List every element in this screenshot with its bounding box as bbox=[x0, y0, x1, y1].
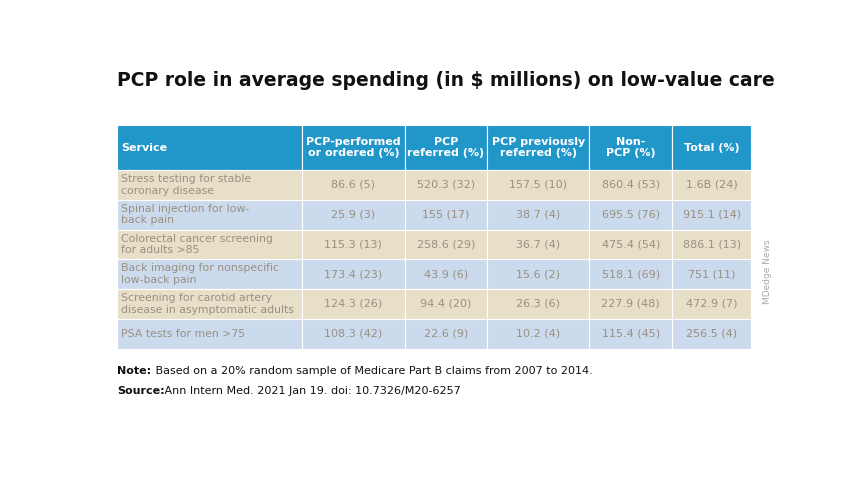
Text: 25.9 (3): 25.9 (3) bbox=[331, 210, 376, 220]
Bar bbox=[404, 229, 487, 259]
Bar bbox=[589, 170, 672, 200]
Bar bbox=[487, 125, 589, 170]
Text: PCP-performed
or ordered (%): PCP-performed or ordered (%) bbox=[306, 137, 401, 158]
Bar bbox=[404, 200, 487, 229]
Text: Note:: Note: bbox=[118, 366, 151, 376]
Bar bbox=[404, 170, 487, 200]
Text: Total (%): Total (%) bbox=[683, 143, 740, 153]
Bar bbox=[302, 200, 404, 229]
Bar bbox=[672, 319, 752, 348]
Text: 124.3 (26): 124.3 (26) bbox=[324, 299, 383, 309]
Text: 43.9 (6): 43.9 (6) bbox=[423, 269, 468, 279]
Text: 886.1 (13): 886.1 (13) bbox=[683, 240, 740, 250]
Text: 15.6 (2): 15.6 (2) bbox=[517, 269, 560, 279]
Text: 173.4 (23): 173.4 (23) bbox=[324, 269, 383, 279]
Bar bbox=[589, 319, 672, 348]
Text: 475.4 (54): 475.4 (54) bbox=[601, 240, 660, 250]
Bar bbox=[672, 125, 752, 170]
Text: PCP previously
referred (%): PCP previously referred (%) bbox=[492, 137, 585, 158]
Bar bbox=[118, 200, 302, 229]
Bar bbox=[118, 170, 302, 200]
Text: Non-
PCP (%): Non- PCP (%) bbox=[606, 137, 656, 158]
Text: Service: Service bbox=[121, 143, 168, 153]
Bar bbox=[672, 229, 752, 259]
Bar bbox=[672, 200, 752, 229]
Bar bbox=[487, 229, 589, 259]
Bar bbox=[487, 200, 589, 229]
Text: Based on a 20% random sample of Medicare Part B claims from 2007 to 2014.: Based on a 20% random sample of Medicare… bbox=[152, 366, 593, 376]
Text: 227.9 (48): 227.9 (48) bbox=[601, 299, 660, 309]
Text: 472.9 (7): 472.9 (7) bbox=[686, 299, 737, 309]
Text: Stress testing for stable
coronary disease: Stress testing for stable coronary disea… bbox=[121, 174, 251, 196]
Text: Colorectal cancer screening
for adults >85: Colorectal cancer screening for adults >… bbox=[121, 234, 273, 255]
Bar bbox=[118, 289, 302, 319]
Bar bbox=[672, 170, 752, 200]
Bar bbox=[589, 289, 672, 319]
Bar bbox=[589, 125, 672, 170]
Text: 115.4 (45): 115.4 (45) bbox=[601, 329, 660, 339]
Text: PSA tests for men >75: PSA tests for men >75 bbox=[121, 329, 245, 339]
Bar bbox=[672, 259, 752, 289]
Text: 695.5 (76): 695.5 (76) bbox=[601, 210, 660, 220]
Text: 751 (11): 751 (11) bbox=[688, 269, 735, 279]
Bar bbox=[487, 319, 589, 348]
Text: Ann Intern Med. 2021 Jan 19. doi: 10.7326/M20-6257: Ann Intern Med. 2021 Jan 19. doi: 10.732… bbox=[161, 385, 461, 396]
Text: 115.3 (13): 115.3 (13) bbox=[325, 240, 382, 250]
Text: 26.3 (6): 26.3 (6) bbox=[517, 299, 560, 309]
Text: MDedge News: MDedge News bbox=[763, 240, 772, 304]
Bar bbox=[404, 289, 487, 319]
Text: PCP
referred (%): PCP referred (%) bbox=[407, 137, 485, 158]
Bar bbox=[487, 170, 589, 200]
Text: Spinal injection for low-
back pain: Spinal injection for low- back pain bbox=[121, 204, 250, 226]
Text: Source:: Source: bbox=[118, 385, 165, 396]
Text: 155 (17): 155 (17) bbox=[422, 210, 469, 220]
Bar bbox=[589, 259, 672, 289]
Text: 10.2 (4): 10.2 (4) bbox=[516, 329, 561, 339]
Text: PCP role in average spending (in $ millions) on low-value care: PCP role in average spending (in $ milli… bbox=[118, 72, 775, 90]
Bar bbox=[118, 229, 302, 259]
Bar bbox=[487, 289, 589, 319]
Text: 256.5 (4): 256.5 (4) bbox=[686, 329, 737, 339]
Text: 22.6 (9): 22.6 (9) bbox=[423, 329, 468, 339]
Text: 520.3 (32): 520.3 (32) bbox=[416, 180, 475, 190]
Text: 157.5 (10): 157.5 (10) bbox=[509, 180, 568, 190]
Bar bbox=[302, 170, 404, 200]
Bar bbox=[404, 259, 487, 289]
Bar bbox=[672, 289, 752, 319]
Bar bbox=[589, 229, 672, 259]
Text: 915.1 (14): 915.1 (14) bbox=[683, 210, 740, 220]
Text: 94.4 (20): 94.4 (20) bbox=[420, 299, 472, 309]
Text: 258.6 (29): 258.6 (29) bbox=[416, 240, 475, 250]
Bar bbox=[404, 125, 487, 170]
Bar bbox=[302, 259, 404, 289]
Bar bbox=[487, 259, 589, 289]
Bar bbox=[118, 259, 302, 289]
Bar bbox=[118, 125, 302, 170]
Text: Back imaging for nonspecific
low-back pain: Back imaging for nonspecific low-back pa… bbox=[121, 264, 279, 285]
Bar bbox=[302, 229, 404, 259]
Bar bbox=[302, 289, 404, 319]
Bar bbox=[302, 319, 404, 348]
Bar bbox=[118, 319, 302, 348]
Text: 518.1 (69): 518.1 (69) bbox=[601, 269, 660, 279]
Text: 108.3 (42): 108.3 (42) bbox=[324, 329, 383, 339]
Text: 36.7 (4): 36.7 (4) bbox=[516, 240, 561, 250]
Text: Screening for carotid artery
disease in asymptomatic adults: Screening for carotid artery disease in … bbox=[121, 293, 295, 315]
Bar bbox=[404, 319, 487, 348]
Text: 1.6B (24): 1.6B (24) bbox=[686, 180, 738, 190]
Bar bbox=[302, 125, 404, 170]
Text: 38.7 (4): 38.7 (4) bbox=[516, 210, 561, 220]
Text: 86.6 (5): 86.6 (5) bbox=[332, 180, 375, 190]
Bar bbox=[589, 200, 672, 229]
Text: 860.4 (53): 860.4 (53) bbox=[601, 180, 660, 190]
